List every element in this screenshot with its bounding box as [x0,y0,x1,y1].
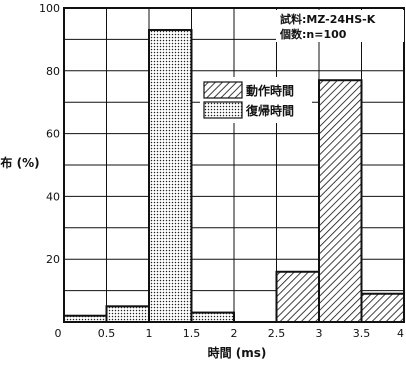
bar-return-2 [148,28,193,323]
x-tick-labels: 0 0.5 1 1.5 2 2.5 3 3.5 4 [55,327,405,340]
legend-swatch-operate [203,81,243,99]
y-tick-label: 60 [46,128,60,141]
y-tick-label: 20 [46,253,60,266]
count-label: 個数:n=100 [279,27,347,41]
x-tick-label: 1.5 [183,327,201,340]
sample-annotation: 試料:MZ-24HS-K 個数:n=100 [276,10,404,42]
x-tick-label: 0 [55,327,62,340]
x-tick-label: 3 [316,327,323,340]
sample-label: 試料:MZ-24HS-K [280,12,376,26]
y-tick-label: 80 [46,65,60,78]
bar-return-3 [190,311,235,323]
bar-operate-0 [275,270,320,324]
bar-operate-1 [318,79,363,323]
x-tick-label: 2 [231,327,238,340]
x-tick-label: 1 [146,327,153,340]
bar-return-1 [105,305,150,323]
legend-swatch-return [203,101,243,119]
y-axis-label: 分布 (%) [0,155,40,170]
x-axis-label: 時間 (ms) [208,345,267,360]
legend-label-return: 復帰時間 [245,103,294,118]
x-tick-label: 3.5 [353,327,371,340]
x-tick-label: 0.5 [98,327,116,340]
y-tick-label: 40 [46,190,60,203]
bar-operate-2 [360,292,405,323]
x-tick-label: 2.5 [268,327,286,340]
legend: 動作時間 復帰時間 [200,77,312,123]
plot-frame [63,7,405,323]
y-tick-label: 100 [39,2,60,15]
legend-label-operate: 動作時間 [246,83,294,98]
x-tick-label: 4 [397,327,404,340]
y-tick-labels: 20 40 60 80 100 [39,2,60,266]
